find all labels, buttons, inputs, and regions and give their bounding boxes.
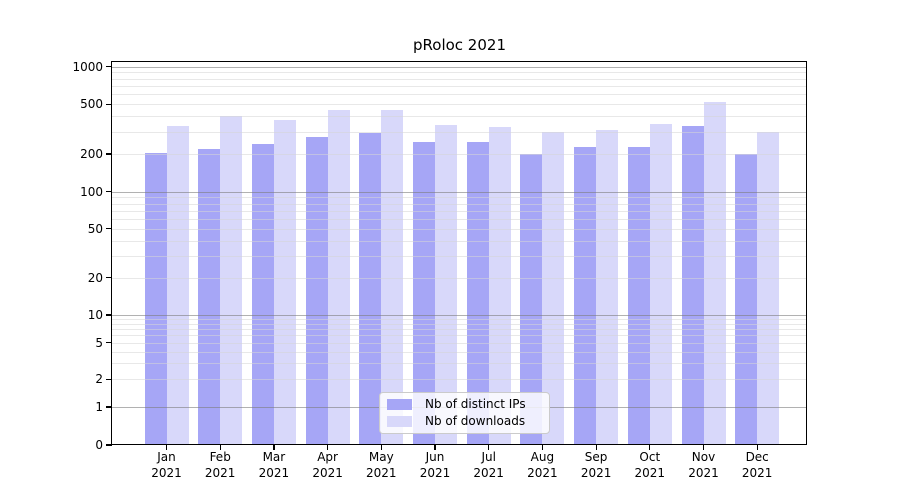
y-tick-20 xyxy=(106,277,112,279)
y-tick-label-0: 0 xyxy=(95,438,103,452)
y-tick-1 xyxy=(106,406,112,408)
x-tick-label-jan: Jan 2021 xyxy=(151,450,182,480)
y-tick-50 xyxy=(106,228,112,230)
x-tick-nov xyxy=(702,445,705,450)
bar-distinct-ips-aug xyxy=(520,154,543,445)
bar-distinct-ips-may xyxy=(359,132,382,445)
bar-distinct-ips-jan xyxy=(144,153,167,445)
y-tick-label-50: 50 xyxy=(87,221,103,236)
x-tick-dec xyxy=(756,445,758,450)
bar-distinct-ips-feb xyxy=(198,148,221,445)
x-tick-label-jun: Jun 2021 xyxy=(419,450,451,480)
bar-downloads-oct xyxy=(649,123,672,445)
y-tick-label-100: 100 xyxy=(80,184,103,199)
y-tick-label-200: 200 xyxy=(80,146,103,161)
y-tick-500 xyxy=(106,103,112,105)
bar-downloads-aug xyxy=(542,131,565,445)
legend-swatch-distinct-ips xyxy=(387,399,412,411)
y-tick-label-1: 1 xyxy=(95,400,103,414)
x-tick-may xyxy=(380,445,382,450)
x-tick-label-mar: Mar 2021 xyxy=(258,450,290,480)
x-tick-jan xyxy=(165,445,168,450)
x-tick-label-feb: Feb 2021 xyxy=(204,450,236,480)
legend-swatch-downloads xyxy=(387,415,412,427)
x-tick-feb xyxy=(219,445,221,450)
legend-label-downloads: Nb of downloads xyxy=(425,413,526,428)
x-tick-label-sep: Sep 2021 xyxy=(580,450,612,480)
bar-distinct-ips-dec xyxy=(735,153,758,445)
bar-downloads-feb xyxy=(220,116,243,445)
chart-title: pRoloc 2021 xyxy=(413,36,506,54)
y-tick-label-5: 5 xyxy=(95,335,103,350)
y-tick-label-2: 2 xyxy=(95,372,103,387)
y-tick-label-1000: 1000 xyxy=(72,59,103,74)
y-tick-label-20: 20 xyxy=(87,270,103,285)
bar-downloads-mar xyxy=(273,120,296,445)
bar-downloads-nov xyxy=(703,102,726,445)
bar-downloads-jan xyxy=(166,126,189,445)
bar-downloads-apr xyxy=(327,110,350,445)
x-tick-label-may: May 2021 xyxy=(366,450,397,480)
bar-downloads-dec xyxy=(757,131,780,445)
x-tick-mar xyxy=(273,445,275,450)
bar-distinct-ips-sep xyxy=(574,146,597,445)
x-tick-jul xyxy=(488,445,490,450)
legend: Nb of distinct IPs Nb of downloads xyxy=(379,392,550,434)
y-tick-label-500: 500 xyxy=(80,97,103,112)
y-tick-1000 xyxy=(106,65,112,68)
legend-row: Nb of downloads xyxy=(387,414,541,429)
x-tick-aug xyxy=(541,445,544,450)
y-tick-200 xyxy=(106,153,112,155)
bar-distinct-ips-apr xyxy=(305,137,328,445)
bars-layer xyxy=(112,62,807,445)
y-tick-5 xyxy=(106,342,112,344)
y-tick-label-10: 10 xyxy=(87,308,103,322)
plot-area xyxy=(112,62,807,445)
x-tick-apr xyxy=(327,445,329,450)
x-tick-label-dec: Dec 2021 xyxy=(741,450,773,480)
x-tick-label-aug: Aug 2021 xyxy=(527,450,558,480)
bar-downloads-may xyxy=(381,110,404,445)
y-tick-2 xyxy=(106,378,112,380)
bar-downloads-sep xyxy=(596,130,619,445)
x-tick-jun xyxy=(434,445,436,450)
y-tick-100 xyxy=(106,190,112,193)
bar-distinct-ips-mar xyxy=(251,144,274,445)
bar-distinct-ips-oct xyxy=(627,146,650,445)
legend-label-distinct-ips: Nb of distinct IPs xyxy=(425,397,526,412)
bar-distinct-ips-jul xyxy=(466,141,489,445)
bar-distinct-ips-jun xyxy=(413,141,435,445)
x-tick-label-oct: Oct 2021 xyxy=(634,450,666,480)
y-tick-10 xyxy=(106,314,112,316)
legend-row: Nb of distinct IPs xyxy=(387,397,541,412)
x-tick-label-nov: Nov 2021 xyxy=(688,450,719,480)
bar-distinct-ips-nov xyxy=(681,126,704,445)
y-tick-0 xyxy=(106,444,112,446)
x-tick-oct xyxy=(649,445,651,450)
bar-downloads-jul xyxy=(488,127,511,445)
x-tick-label-apr: Apr 2021 xyxy=(312,450,343,480)
bar-downloads-jun xyxy=(435,125,457,445)
x-tick-label-jul: Jul 2021 xyxy=(473,450,504,480)
x-tick-sep xyxy=(595,445,597,450)
